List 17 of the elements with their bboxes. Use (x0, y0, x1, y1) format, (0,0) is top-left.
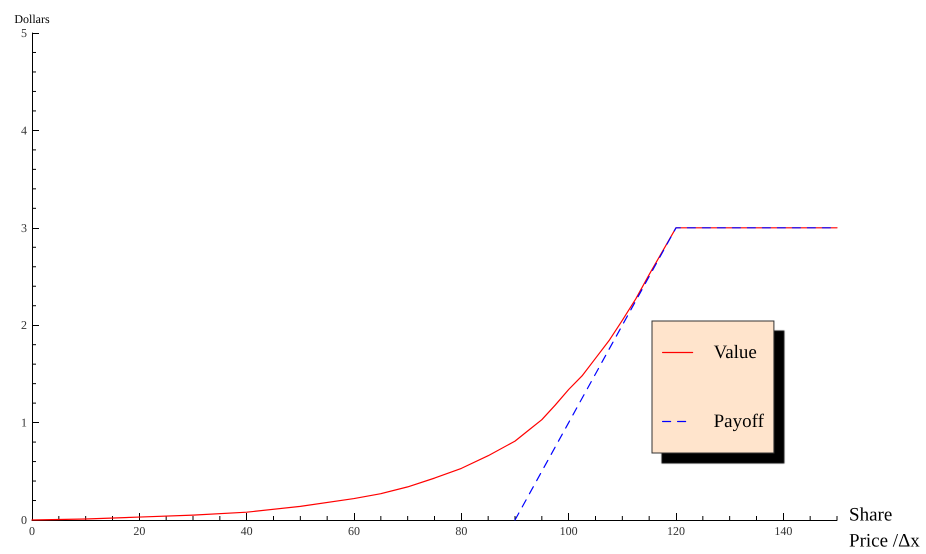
x-tick-label: 100 (560, 524, 578, 538)
y-tick-label: 1 (21, 416, 27, 430)
legend-label: Payoff (714, 411, 765, 432)
legend-label: Value (714, 342, 757, 363)
y-tick-label: 3 (21, 220, 27, 235)
x-axis-title: Share Price /Δx (849, 504, 920, 552)
x-tick-label: 80 (455, 524, 468, 538)
y-tick-label: 2 (21, 318, 27, 332)
y-tick-label: 5 (21, 26, 27, 40)
x-tick-label: 40 (240, 524, 253, 538)
x-tick-label: 120 (667, 524, 685, 538)
y-axis-title: Dollars (14, 12, 50, 26)
x-tick-label: 20 (133, 524, 146, 538)
y-tick-label: 4 (21, 123, 27, 138)
x-tick-label: 60 (348, 524, 360, 538)
y-tick-label: 0 (21, 513, 27, 527)
x-tick-label: 140 (774, 524, 792, 538)
